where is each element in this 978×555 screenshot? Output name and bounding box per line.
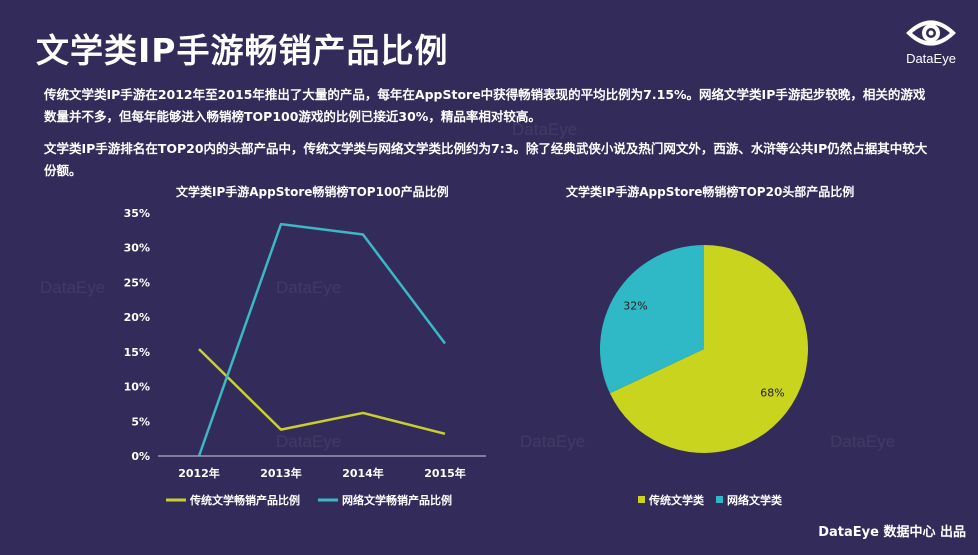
watermark: DataEye	[276, 278, 342, 297]
eye-icon	[906, 20, 956, 46]
legend-swatch	[716, 496, 723, 503]
watermark: DataEye	[830, 432, 896, 451]
footer-credit: DataEye 数据中心 出品	[818, 525, 966, 540]
line-chart-title: 文学类IP手游AppStore畅销榜TOP100产品比例	[176, 185, 449, 199]
dataeye-logo: DataEye	[900, 16, 962, 66]
intro-paragraph-2: 文学类IP手游排名在TOP20内的头部产品中，传统文学类与网络文学类比例约为7:…	[44, 141, 928, 178]
y-tick-label: 5%	[131, 415, 150, 428]
legend-label: 网络文学畅销产品比例	[342, 493, 452, 507]
pie-data-label: 68%	[760, 386, 784, 399]
logo-text: DataEye	[906, 51, 956, 66]
pie-slice-web	[600, 245, 704, 394]
series-line-traditional	[198, 348, 446, 435]
y-tick-label: 10%	[124, 381, 150, 394]
x-tick-label: 2013年	[260, 466, 302, 480]
page-title: 文学类IP手游畅销产品比例	[36, 31, 449, 70]
y-tick-label: 15%	[124, 346, 150, 359]
legend-label: 传统文学类	[648, 493, 705, 507]
pie-slice-traditional	[609, 245, 808, 453]
series-line-web	[197, 222, 446, 457]
y-tick-label: 30%	[124, 242, 150, 255]
y-tick-label: 35%	[124, 207, 150, 220]
pie-chart-title: 文学类IP手游AppStore畅销榜TOP20头部产品比例	[566, 185, 855, 199]
intro-paragraph-1: 传统文学类IP手游在2012年至2015年推出了大量的产品，每年在AppStor…	[44, 87, 926, 124]
watermark: DataEye	[520, 432, 586, 451]
watermark: DataEye	[276, 432, 342, 451]
legend-swatch	[638, 496, 645, 503]
x-tick-label: 2014年	[342, 466, 384, 480]
legend-label: 传统文学畅销产品比例	[189, 493, 300, 507]
y-tick-label: 20%	[124, 311, 150, 324]
x-tick-label: 2015年	[424, 466, 466, 480]
y-tick-label: 25%	[124, 276, 150, 289]
y-tick-label: 0%	[131, 450, 150, 463]
pie-data-label: 32%	[623, 300, 647, 313]
x-tick-label: 2012年	[178, 466, 220, 480]
watermark: DataEye	[512, 120, 578, 139]
legend-label: 网络文学类	[727, 493, 783, 507]
watermark: DataEye	[40, 278, 106, 297]
